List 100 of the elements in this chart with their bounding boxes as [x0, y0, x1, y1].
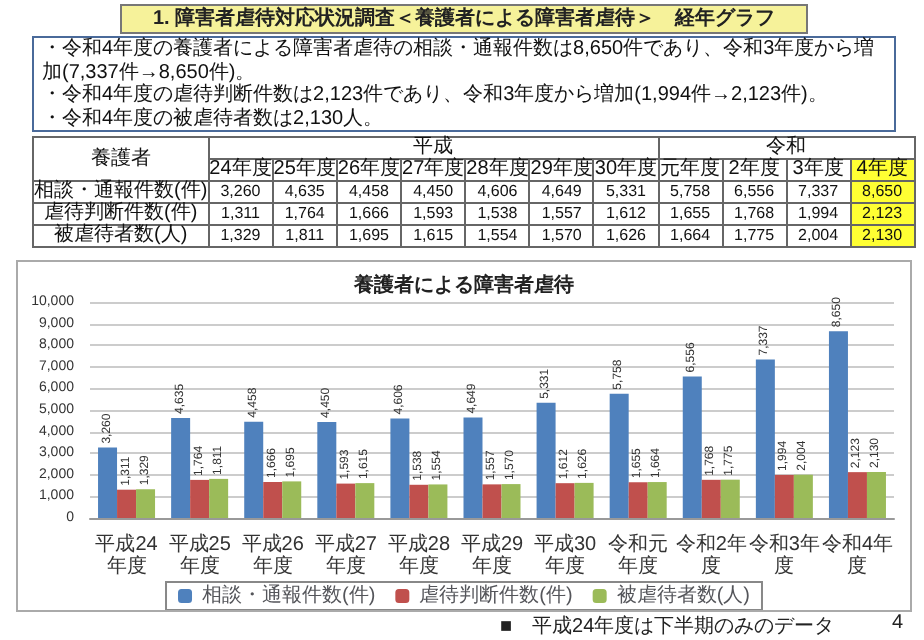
bar — [609, 393, 629, 518]
text: 1,329 — [220, 226, 261, 244]
bar — [866, 471, 886, 518]
text: 3年度 — [786, 158, 851, 181]
text: 5,758 — [670, 182, 711, 200]
x-tick-label: 平成27年度 — [314, 532, 378, 578]
x-tick-label: 令和元年度 — [608, 532, 669, 578]
text: 相談・通報件数(件) — [34, 180, 208, 202]
text: 1,557 — [541, 204, 582, 222]
bar — [117, 489, 137, 518]
text: 1,695 — [348, 226, 389, 244]
bar — [317, 421, 337, 518]
text: 1,655 — [670, 204, 711, 222]
text: 1,612 — [605, 204, 646, 222]
bar — [263, 482, 283, 518]
bar — [828, 331, 848, 518]
text: 1,768 — [734, 204, 775, 222]
bar — [355, 483, 375, 518]
bar — [755, 359, 775, 518]
bar — [774, 474, 794, 518]
text: 1,764 — [284, 204, 325, 222]
text: 4,458 — [348, 182, 389, 200]
bar — [428, 484, 448, 518]
text: 1,994 — [798, 204, 839, 222]
bar — [171, 417, 191, 518]
bar — [463, 417, 483, 518]
text: 令和 — [658, 136, 915, 159]
text: 2,130 — [862, 226, 903, 244]
bar — [244, 421, 264, 518]
text: 3,260 — [220, 182, 261, 200]
text: 28年度 — [465, 158, 530, 181]
bar — [555, 483, 575, 518]
legend-label: 虐待判断件数(件) — [419, 583, 573, 607]
chart-title: 養護者による障害者虐待 — [352, 273, 574, 297]
text: 被虐待者数(人) — [54, 224, 188, 246]
text: 25年度 — [272, 158, 337, 181]
text: 1,775 — [734, 226, 775, 244]
text: 1,570 — [541, 226, 582, 244]
bar — [536, 402, 556, 518]
x-tick-label: 令和2年度 — [675, 532, 747, 578]
text: 29年度 — [529, 158, 594, 181]
x-tick-label: 平成26年度 — [241, 532, 305, 578]
bar — [136, 489, 156, 518]
text: ・令和4年度の虐待判断件数は2,123件であり、令和3年度から増加(1,994件→2,123件)。 — [42, 84, 830, 107]
text: 1,593 — [413, 204, 454, 222]
text: ・令和4年度の被虐待者数は2,130人。 — [42, 107, 386, 130]
bar — [409, 484, 429, 518]
text: 6,556 — [734, 182, 775, 200]
x-tick-label: 平成30年度 — [533, 532, 598, 578]
x-tick-label: 令和4年度 — [821, 532, 894, 578]
text: 2年度 — [722, 158, 787, 181]
text: 2,123 — [862, 204, 903, 222]
text: 1,664 — [670, 226, 711, 244]
text: 8,650 — [862, 182, 903, 200]
bar — [682, 376, 702, 518]
text: 1,554 — [477, 226, 518, 244]
text: 1. 障害者虐待対応状況調査＜養護者による障害者虐待＞ 経年グラフ — [120, 4, 808, 34]
bar — [390, 418, 410, 518]
text: 虐待判断件数(件) — [44, 202, 198, 224]
text: 4,606 — [477, 182, 518, 200]
bar — [282, 481, 302, 518]
text: 1,666 — [348, 204, 389, 222]
text: 平成 — [208, 136, 659, 159]
text: 27年度 — [401, 158, 466, 181]
x-tick-label: 令和3年度 — [748, 532, 820, 578]
text: 5,331 — [605, 182, 646, 200]
bar — [701, 479, 721, 518]
text: 1,811 — [285, 226, 325, 244]
text: 7,337 — [798, 182, 839, 200]
text: ・令和4年度の養護者による障害者虐待の相談・通報件数は8,650件であり、令和3年度から増加(7,337件→8,650件)。 — [42, 38, 877, 83]
bar — [574, 482, 594, 518]
text: 2,004 — [798, 226, 839, 244]
text: 4,635 — [284, 182, 325, 200]
bar — [336, 483, 356, 518]
bar — [98, 447, 118, 518]
bar — [847, 472, 867, 518]
legend-label: 被虐待者数(人) — [616, 583, 750, 607]
bar — [482, 484, 502, 518]
text: 1,538 — [477, 204, 518, 222]
bar — [501, 484, 521, 518]
x-tick-label: 平成29年度 — [460, 532, 524, 578]
bar — [647, 482, 667, 518]
text: 24年度 — [208, 158, 273, 181]
bar — [209, 478, 229, 518]
x-tick-label: 平成28年度 — [387, 532, 451, 578]
text: 26年度 — [336, 158, 402, 181]
text: 1,615 — [413, 226, 454, 244]
legend-label: 相談・通報件数(件) — [202, 583, 376, 607]
bar — [190, 479, 210, 518]
text: 元年度 — [658, 158, 723, 181]
x-tick-label: 平成24年度 — [95, 532, 159, 578]
text: 30年度 — [593, 158, 659, 181]
x-tick-label: 平成25年度 — [168, 532, 232, 578]
text: 養護者 — [33, 137, 209, 181]
bar — [628, 482, 648, 518]
text: 1,311 — [221, 204, 260, 222]
bar — [793, 474, 813, 518]
text: ■ 平成24年度は下半期のみのデータ — [500, 613, 835, 640]
text: 4年度 — [850, 158, 915, 181]
text: 4 — [892, 612, 904, 634]
